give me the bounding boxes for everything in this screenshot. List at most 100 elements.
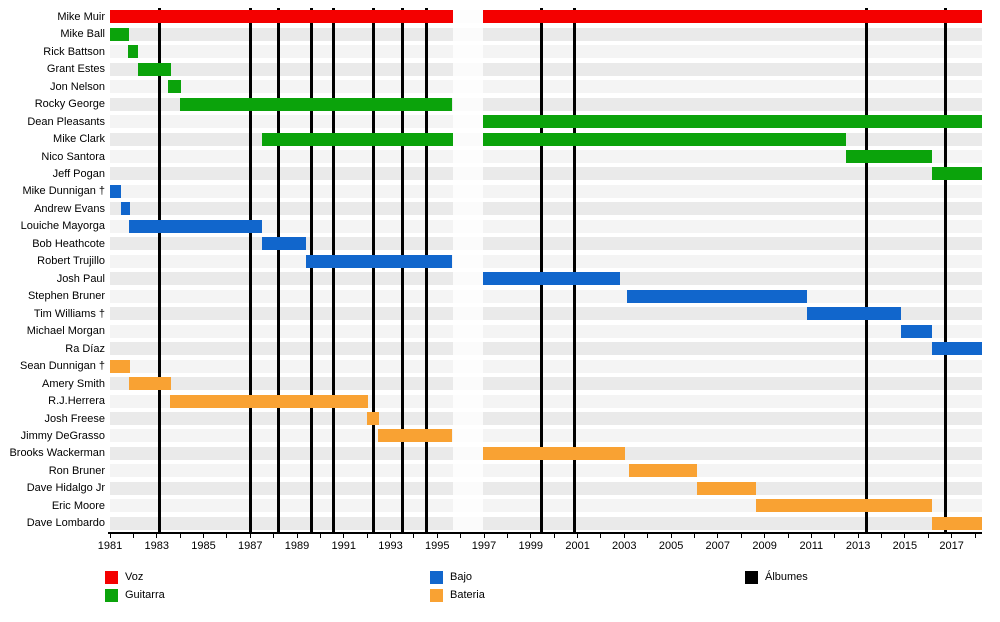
x-axis-tick bbox=[623, 534, 625, 538]
member-label: Brooks Wackerman bbox=[9, 447, 105, 460]
album-line bbox=[864, 8, 868, 532]
member-label: Dave Hidalgo Jr bbox=[26, 482, 105, 495]
row-stripe bbox=[110, 412, 982, 425]
timeline-bar-guitarra bbox=[127, 45, 138, 59]
album-line bbox=[400, 8, 404, 532]
x-axis-tick-label: 2003 bbox=[612, 540, 637, 552]
x-axis-tick-label: 2013 bbox=[845, 540, 871, 552]
member-label: Mike Ball bbox=[60, 28, 105, 41]
timeline-bar-bajo bbox=[482, 272, 620, 286]
timeline-bar-voz bbox=[110, 10, 453, 24]
legend-swatch-guitarra bbox=[105, 589, 118, 602]
timeline-bar-bateria bbox=[931, 516, 982, 530]
x-axis-tick bbox=[109, 534, 111, 538]
album-line bbox=[572, 8, 576, 532]
member-label: Stephen Bruner bbox=[27, 290, 105, 303]
x-axis-tick bbox=[553, 534, 555, 538]
member-label: Josh Freese bbox=[44, 412, 105, 425]
row-stripe bbox=[110, 202, 982, 216]
x-axis-tick bbox=[577, 534, 579, 538]
x-axis-tick bbox=[857, 534, 859, 538]
timeline-bar-guitarra bbox=[482, 132, 847, 146]
x-axis-tick bbox=[483, 534, 485, 538]
timeline-bar-bateria bbox=[128, 377, 171, 390]
x-axis-tick bbox=[951, 534, 953, 538]
x-axis-tick bbox=[273, 534, 275, 538]
x-axis-tick bbox=[156, 534, 158, 538]
x-axis-tick bbox=[974, 534, 976, 538]
row-stripe bbox=[110, 481, 982, 495]
member-label: Bob Heathcote bbox=[32, 237, 105, 250]
row-stripe bbox=[110, 342, 982, 356]
member-label: Grant Estes bbox=[46, 63, 105, 76]
x-axis-tick-label: 1983 bbox=[144, 540, 170, 552]
album-line bbox=[309, 8, 313, 532]
x-axis-tick bbox=[904, 534, 906, 538]
album-line bbox=[248, 8, 252, 532]
x-axis-tick bbox=[740, 534, 742, 538]
member-label: Michael Morgan bbox=[26, 325, 105, 338]
member-label: Mike Clark bbox=[53, 133, 105, 145]
legend-label-guitarra: Guitarra bbox=[125, 589, 165, 601]
x-axis-tick bbox=[787, 534, 789, 538]
row-stripe bbox=[110, 359, 982, 373]
album-line bbox=[371, 8, 375, 532]
member-label: Jon Nelson bbox=[49, 80, 105, 93]
member-label: Mike Muir bbox=[57, 10, 105, 23]
legend-swatch-voz bbox=[105, 571, 118, 584]
album-line bbox=[425, 8, 429, 532]
x-axis-tick bbox=[600, 534, 602, 538]
x-axis-tick bbox=[881, 534, 882, 538]
x-axis-tick bbox=[343, 534, 345, 538]
timeline-bar-bateria bbox=[110, 359, 130, 373]
x-axis-tick bbox=[296, 534, 298, 538]
x-axis-tick bbox=[413, 534, 415, 538]
x-axis-tick-label: 2009 bbox=[752, 540, 777, 552]
timeline-bar-bajo bbox=[110, 184, 121, 198]
x-axis-tick bbox=[717, 534, 719, 538]
x-axis-tick bbox=[460, 534, 462, 538]
member-label: Jimmy DeGrasso bbox=[20, 429, 105, 442]
timeline-bar-bateria bbox=[377, 429, 453, 443]
timeline-bar-bateria bbox=[629, 464, 697, 478]
legend-label-bateria: Bateria bbox=[450, 589, 485, 601]
x-axis-tick bbox=[670, 534, 672, 538]
member-label: Sean Dunnigan † bbox=[19, 360, 105, 373]
row-stripe bbox=[110, 237, 982, 251]
member-label: Jeff Pogan bbox=[52, 167, 105, 180]
row-stripe bbox=[110, 184, 982, 198]
album-line bbox=[331, 8, 335, 532]
x-axis-tick bbox=[203, 534, 204, 538]
x-axis-tick-label: 1995 bbox=[425, 540, 450, 552]
row-stripe bbox=[110, 45, 982, 59]
row-stripe bbox=[110, 150, 982, 163]
x-axis-tick bbox=[927, 534, 929, 538]
member-label: Dave Lombardo bbox=[26, 517, 105, 530]
x-axis-tick-label: 1989 bbox=[284, 540, 310, 552]
row-stripe bbox=[110, 167, 982, 181]
member-label: Ra Díaz bbox=[65, 342, 105, 355]
band-hiatus-column bbox=[452, 8, 483, 532]
timeline-bar-bajo bbox=[306, 254, 453, 268]
x-axis-tick bbox=[226, 534, 228, 538]
x-axis-tick bbox=[132, 534, 134, 538]
timeline-bar-guitarra bbox=[110, 27, 129, 41]
member-label: Eric Moore bbox=[51, 499, 105, 512]
x-axis-tick bbox=[834, 534, 836, 538]
legend-label-bajo: Bajo bbox=[450, 571, 473, 583]
album-line bbox=[276, 8, 280, 532]
member-label: R.J.Herrera bbox=[48, 395, 105, 407]
x-axis-tick bbox=[366, 534, 368, 538]
x-axis-tick-label: 1999 bbox=[518, 540, 544, 552]
x-axis-tick bbox=[506, 534, 508, 538]
row-stripe bbox=[110, 62, 982, 76]
row-stripe bbox=[110, 464, 982, 478]
member-label: Ron Bruner bbox=[48, 464, 105, 477]
timeline-bar-bateria bbox=[169, 394, 369, 408]
member-label: Rick Battson bbox=[43, 45, 105, 58]
member-label: Andrew Evans bbox=[34, 202, 105, 215]
